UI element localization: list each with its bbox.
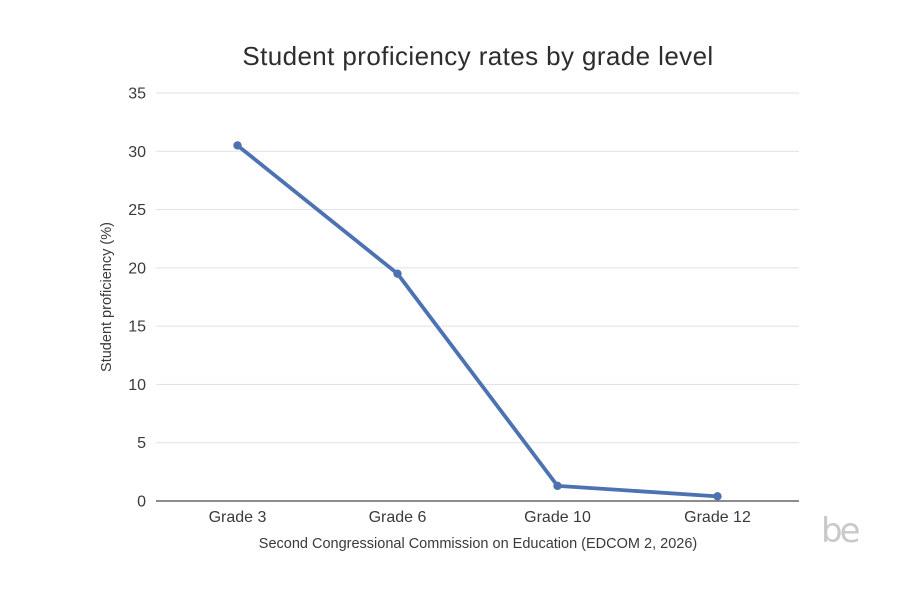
- y-tick-label-15: 15: [128, 319, 146, 336]
- x-tick-label-grade-10: Grade 10: [524, 509, 591, 526]
- data-point-grade-12: [713, 492, 722, 501]
- y-tick-label-25: 25: [128, 202, 146, 219]
- brand-logo: be: [821, 511, 860, 551]
- x-tick-label-grade-6: Grade 6: [369, 509, 427, 526]
- y-tick-label-10: 10: [128, 377, 146, 394]
- x-tick-label-grade-3: Grade 3: [209, 509, 267, 526]
- y-tick-label-20: 20: [128, 260, 146, 277]
- data-point-grade-6: [393, 269, 402, 278]
- data-point-grade-3: [233, 141, 242, 150]
- y-tick-label-5: 5: [137, 435, 146, 452]
- x-tick-label-grade-12: Grade 12: [684, 509, 751, 526]
- y-tick-label-35: 35: [128, 86, 146, 103]
- proficiency-line: [235, 143, 720, 499]
- y-tick-label-30: 30: [128, 144, 146, 161]
- data-point-grade-10: [553, 481, 562, 491]
- y-tick-label-0: 0: [137, 494, 146, 511]
- chart-title: Student proficiency rates by grade level: [242, 41, 714, 71]
- source-caption: Second Congressional Commission on Educa…: [258, 536, 698, 552]
